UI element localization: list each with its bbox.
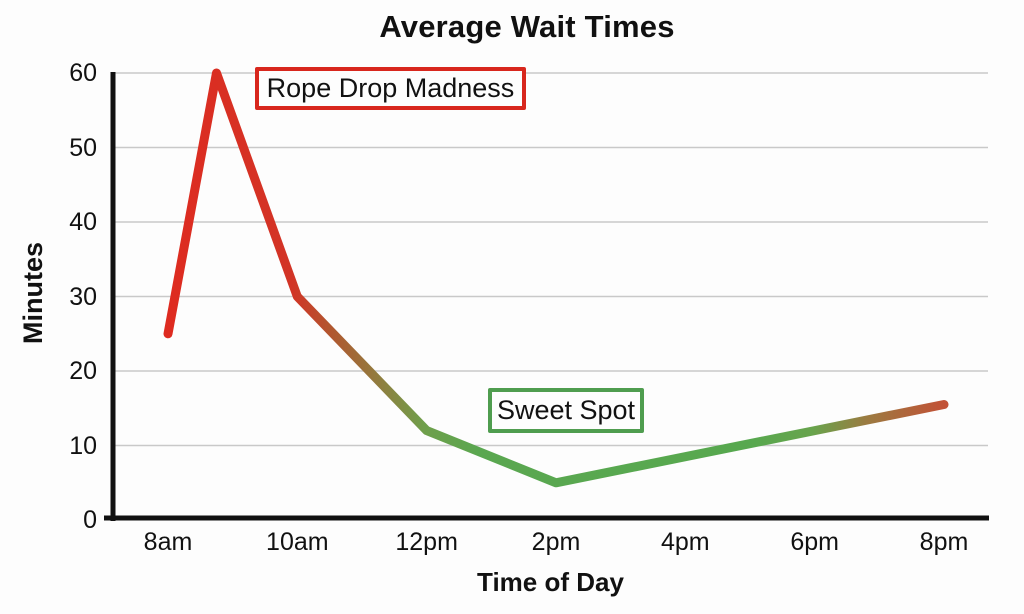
y-tick-label: 10 [69,431,97,460]
x-tick-label: 12pm [395,528,458,556]
y-tick-label: 0 [83,506,97,534]
annotation-sweet-spot: Sweet Spot [488,388,644,433]
y-tick-label: 50 [69,133,97,162]
y-tick-label: 20 [69,357,97,385]
annotation-sweet-spot-label: Sweet Spot [496,395,636,425]
chart-title: Average Wait Times [379,9,675,44]
x-tick-label: 4pm [661,528,710,556]
x-tick-label: 2pm [531,528,581,556]
y-tick-label: 40 [69,208,97,236]
x-tick-label: 6pm [790,528,839,556]
x-axis-label: Time of Day [477,567,624,597]
x-tick-label: 8pm [919,528,969,556]
x-tick-label: 8am [143,528,193,556]
y-tick-label: 30 [69,282,97,311]
x-tick-label: 10am [266,528,329,556]
annotation-rope-drop-madness: Rope Drop Madness [255,67,526,110]
y-tick-label: 60 [69,59,97,87]
annotation-rope-drop-madness-label: Rope Drop Madness [266,73,515,103]
